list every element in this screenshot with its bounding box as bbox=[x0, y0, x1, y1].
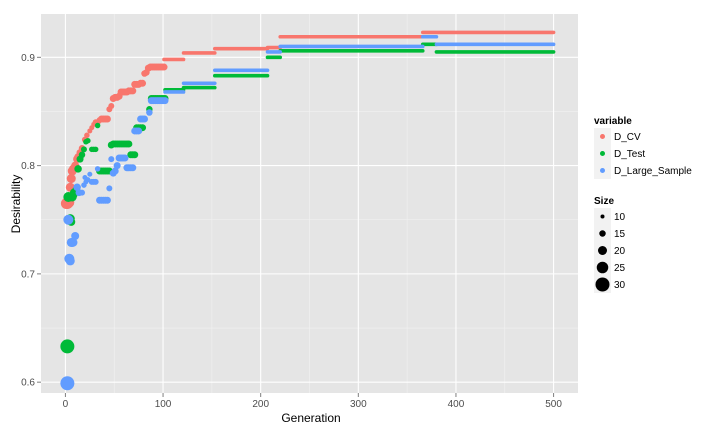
size-legend-swatch bbox=[595, 277, 610, 292]
point-d-test bbox=[74, 165, 82, 173]
point-d-large-sample bbox=[60, 376, 75, 391]
size-legend: Size 10 15 20 25 30 bbox=[594, 196, 626, 293]
point-d-cv bbox=[84, 132, 90, 139]
point-d-large-sample bbox=[135, 127, 143, 135]
legend-label: D_Large_Sample bbox=[614, 166, 692, 177]
point-d-large-sample bbox=[68, 238, 78, 247]
point-d-test bbox=[92, 146, 99, 153]
point-d-large-sample bbox=[106, 185, 113, 192]
legend-label: 20 bbox=[614, 246, 626, 257]
x-axis-title: Generation bbox=[281, 411, 340, 425]
point-d-large-sample bbox=[94, 166, 101, 172]
size-legend-swatch bbox=[600, 214, 605, 219]
legend-label: 10 bbox=[614, 212, 626, 223]
point-d-large-sample bbox=[63, 214, 74, 225]
point-d-large-sample bbox=[65, 256, 75, 266]
point-d-large-sample bbox=[71, 231, 80, 240]
point-d-large-sample bbox=[113, 162, 121, 170]
legend-label: 25 bbox=[614, 263, 626, 274]
legend-label: D_Test bbox=[614, 149, 645, 160]
point-d-cv bbox=[103, 115, 111, 123]
y-tick-label: 0.9 bbox=[21, 53, 35, 64]
point-d-large-sample bbox=[161, 97, 169, 105]
x-tick-label: 500 bbox=[545, 399, 562, 410]
x-tick-label: 300 bbox=[350, 399, 367, 410]
point-d-cv bbox=[139, 79, 147, 87]
x-tick-label: 0 bbox=[63, 399, 69, 410]
legend-swatch bbox=[600, 168, 605, 173]
major-gridlines bbox=[41, 14, 578, 393]
point-d-large-sample bbox=[129, 164, 137, 172]
point-d-test bbox=[60, 339, 75, 354]
legend-swatch bbox=[600, 151, 605, 156]
color-legend-title: variable bbox=[594, 116, 632, 127]
x-tick-label: 400 bbox=[448, 399, 465, 410]
color-legend: variable D_CV D_Test D_Large_Sample bbox=[594, 116, 692, 179]
point-d-large-sample bbox=[79, 189, 86, 196]
y-axis-title: Desirability bbox=[9, 175, 23, 234]
point-d-large-sample bbox=[108, 156, 115, 163]
point-d-large-sample bbox=[92, 178, 99, 185]
y-tick-label: 0.7 bbox=[21, 269, 35, 280]
point-d-test bbox=[131, 151, 139, 159]
legend-label: D_CV bbox=[614, 132, 641, 143]
y-axis-ticks: 0.6 0.7 0.8 0.9 bbox=[21, 53, 41, 389]
data-marks bbox=[60, 30, 556, 391]
legend-swatch bbox=[600, 134, 605, 139]
point-d-large-sample bbox=[73, 183, 81, 192]
point-d-cv bbox=[66, 174, 76, 184]
point-d-cv bbox=[108, 103, 115, 110]
point-d-large-sample bbox=[121, 154, 129, 162]
y-tick-label: 0.6 bbox=[21, 378, 35, 389]
point-d-cv bbox=[129, 87, 137, 95]
point-d-test bbox=[125, 140, 133, 148]
size-legend-swatch bbox=[599, 230, 606, 237]
size-legend-swatch bbox=[598, 246, 607, 255]
point-d-large-sample bbox=[140, 115, 148, 123]
point-d-large-sample bbox=[146, 109, 153, 116]
point-d-test bbox=[94, 122, 101, 129]
minor-gridlines bbox=[41, 14, 578, 393]
point-d-large-sample bbox=[103, 196, 111, 204]
point-d-test bbox=[80, 146, 87, 153]
size-legend-swatch bbox=[596, 261, 609, 274]
size-legend-title: Size bbox=[594, 196, 614, 207]
point-d-large-sample bbox=[111, 167, 119, 175]
legend-label: 30 bbox=[614, 280, 626, 291]
x-tick-label: 200 bbox=[252, 399, 269, 410]
legend-label: 15 bbox=[614, 229, 626, 240]
x-axis-ticks: 0 100 200 300 400 500 bbox=[63, 393, 562, 410]
x-tick-label: 100 bbox=[155, 399, 172, 410]
point-d-cv bbox=[160, 63, 168, 71]
point-d-test bbox=[78, 151, 86, 159]
point-d-large-sample bbox=[87, 171, 93, 177]
point-d-test bbox=[85, 137, 91, 144]
y-tick-label: 0.8 bbox=[21, 161, 35, 172]
